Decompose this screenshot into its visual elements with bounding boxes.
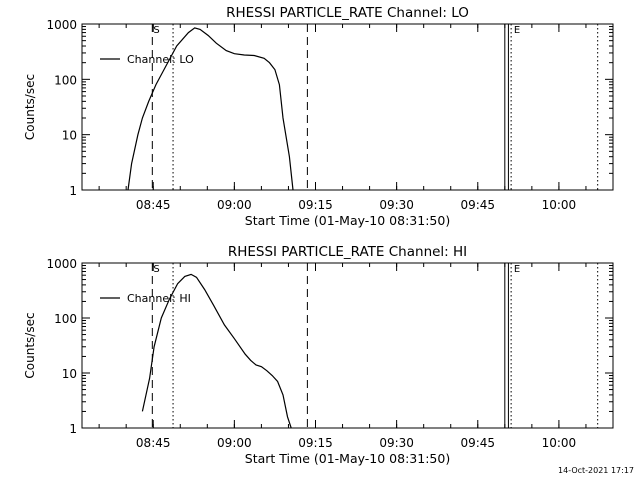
x-tick-label: 08:45: [136, 436, 171, 450]
y-tick-label: 100: [54, 73, 77, 87]
chart-title: RHESSI PARTICLE_RATE Channel: HI: [228, 244, 467, 260]
y-tick-label: 1000: [46, 18, 77, 32]
series-line: [141, 273, 292, 429]
x-tick-label: 10:00: [542, 436, 577, 450]
y-tick-label: 1: [69, 184, 77, 198]
legend-label: Channel: HI: [127, 292, 191, 305]
footer-timestamp: 14-Oct-2021 17:17: [558, 466, 634, 475]
x-axis-label: Start Time (01-May-10 08:31:50): [245, 451, 450, 466]
legend-label: Channel: LO: [127, 53, 194, 66]
x-tick-label: 09:00: [217, 198, 252, 212]
x-tick-label: 09:30: [379, 436, 414, 450]
marker-label: S: [153, 264, 159, 275]
y-tick-label: 1000: [46, 257, 77, 271]
y-tick-label: 10: [62, 367, 77, 381]
chart-panel-2: RHESSI PARTICLE_RATE Channel: HI Counts/s…: [23, 244, 614, 466]
x-tick-label: 09:15: [298, 198, 333, 212]
chart-title: RHESSI PARTICLE_RATE Channel: LO: [226, 5, 469, 21]
marker-label: E: [514, 25, 520, 36]
x-tick-label: 09:45: [460, 436, 495, 450]
y-tick-label: 1: [69, 422, 77, 436]
y-tick-label: 100: [54, 312, 77, 326]
x-tick-label: 09:30: [379, 198, 414, 212]
plot-frame: [81, 23, 614, 191]
y-tick-label: 10: [62, 129, 77, 143]
series-line: [127, 27, 294, 191]
x-tick-label: 10:00: [542, 198, 577, 212]
x-tick-label: 09:45: [460, 198, 495, 212]
plot-frame: [81, 262, 614, 429]
x-axis-label: Start Time (01-May-10 08:31:50): [245, 213, 450, 228]
x-tick-label: 08:45: [136, 198, 171, 212]
x-tick-label: 09:00: [217, 436, 252, 450]
x-tick-label: 09:15: [298, 436, 333, 450]
y-axis-label: Counts/sec: [23, 312, 37, 378]
marker-label: S: [153, 25, 159, 36]
chart-panel-1: RHESSI PARTICLE_RATE Channel: LO Counts/s…: [23, 5, 614, 228]
marker-label: E: [514, 264, 520, 275]
y-axis-label: Counts/sec: [23, 74, 37, 140]
